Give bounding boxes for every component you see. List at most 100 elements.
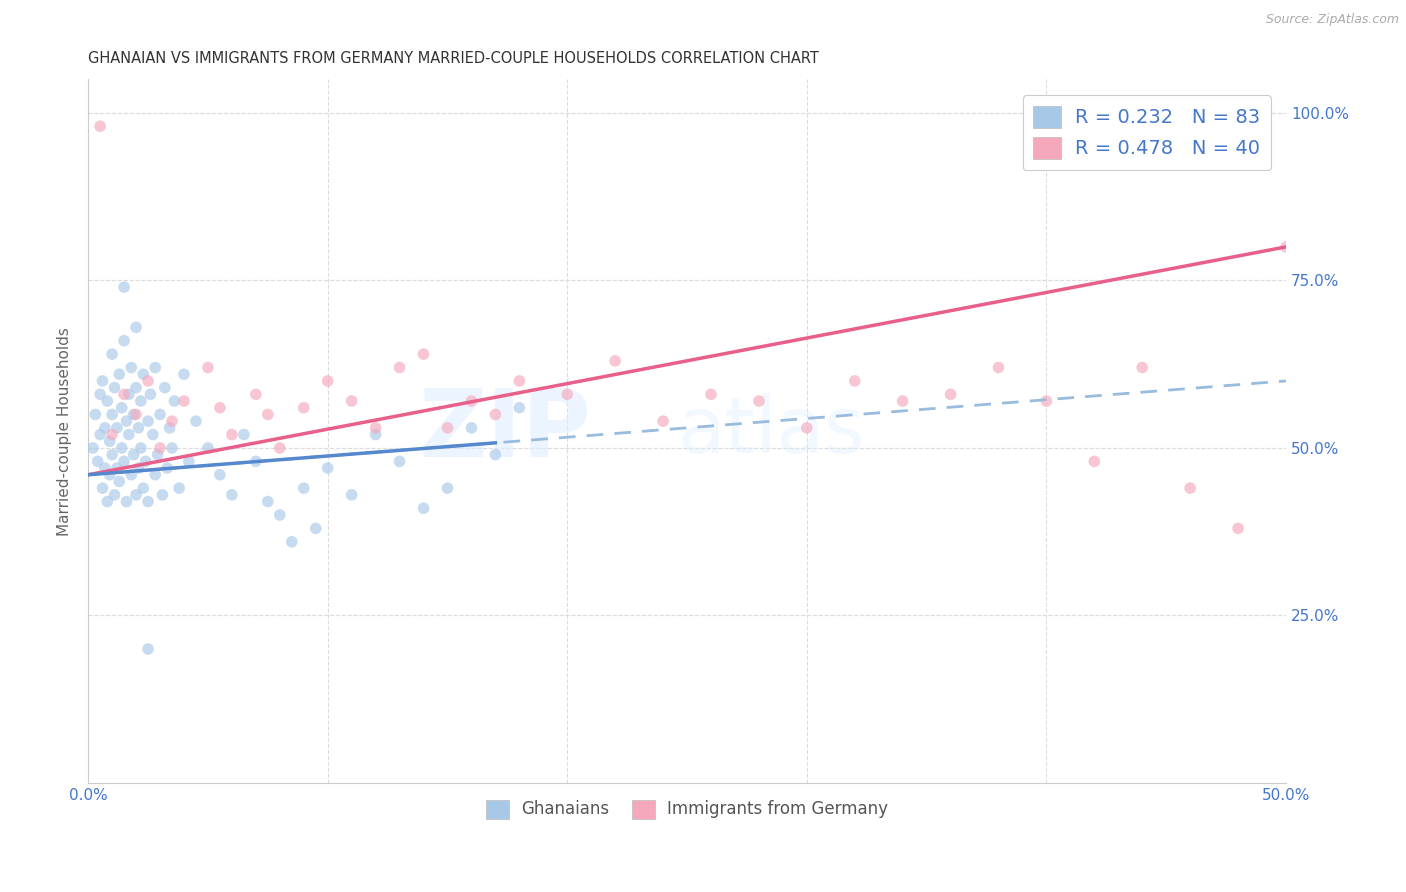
Point <box>98 467 121 482</box>
Point <box>197 441 219 455</box>
Point <box>101 427 124 442</box>
Point <box>232 427 254 442</box>
Point <box>460 421 482 435</box>
Point <box>89 387 111 401</box>
Point <box>160 441 183 455</box>
Point <box>103 381 125 395</box>
Point <box>281 534 304 549</box>
Point <box>748 394 770 409</box>
Point <box>184 414 207 428</box>
Point <box>94 461 117 475</box>
Point <box>256 408 278 422</box>
Point <box>208 401 231 415</box>
Point <box>101 347 124 361</box>
Point <box>103 488 125 502</box>
Point <box>173 368 195 382</box>
Point <box>436 481 458 495</box>
Point <box>245 387 267 401</box>
Point <box>316 461 339 475</box>
Point <box>94 421 117 435</box>
Point <box>127 461 149 475</box>
Point <box>364 421 387 435</box>
Point <box>129 441 152 455</box>
Point <box>197 360 219 375</box>
Point <box>436 421 458 435</box>
Point <box>269 441 291 455</box>
Point <box>221 427 243 442</box>
Point <box>484 448 506 462</box>
Point <box>108 475 131 489</box>
Point <box>96 394 118 409</box>
Point <box>652 414 675 428</box>
Point <box>364 427 387 442</box>
Point <box>412 501 434 516</box>
Point <box>89 427 111 442</box>
Point <box>1083 454 1105 468</box>
Point <box>143 467 166 482</box>
Text: ZIP: ZIP <box>419 385 592 477</box>
Point <box>105 421 128 435</box>
Point <box>1178 481 1201 495</box>
Point <box>143 360 166 375</box>
Point <box>108 368 131 382</box>
Point <box>115 414 138 428</box>
Point <box>91 481 114 495</box>
Point <box>1035 394 1057 409</box>
Point <box>135 454 157 468</box>
Point <box>98 434 121 449</box>
Legend: Ghanaians, Immigrants from Germany: Ghanaians, Immigrants from Germany <box>479 794 894 825</box>
Point <box>891 394 914 409</box>
Point <box>125 320 148 334</box>
Point <box>153 381 176 395</box>
Point <box>163 394 186 409</box>
Point <box>269 508 291 522</box>
Point <box>987 360 1010 375</box>
Point <box>118 387 141 401</box>
Point <box>96 494 118 508</box>
Text: atlas: atlas <box>678 393 865 469</box>
Point <box>245 454 267 468</box>
Text: GHANAIAN VS IMMIGRANTS FROM GERMANY MARRIED-COUPLE HOUSEHOLDS CORRELATION CHART: GHANAIAN VS IMMIGRANTS FROM GERMANY MARR… <box>89 51 820 66</box>
Point <box>111 401 134 415</box>
Point <box>256 494 278 508</box>
Point <box>125 381 148 395</box>
Point <box>87 454 110 468</box>
Point <box>136 414 159 428</box>
Point <box>146 448 169 462</box>
Point <box>127 421 149 435</box>
Point <box>939 387 962 401</box>
Point <box>101 448 124 462</box>
Point <box>508 374 530 388</box>
Point <box>605 354 627 368</box>
Point <box>412 347 434 361</box>
Point <box>105 461 128 475</box>
Point <box>484 408 506 422</box>
Point <box>129 394 152 409</box>
Point <box>125 408 148 422</box>
Point <box>91 374 114 388</box>
Point <box>177 454 200 468</box>
Point <box>167 481 190 495</box>
Point <box>152 488 174 502</box>
Point <box>115 494 138 508</box>
Point <box>340 488 363 502</box>
Point <box>122 448 145 462</box>
Point <box>508 401 530 415</box>
Point <box>1130 360 1153 375</box>
Point <box>844 374 866 388</box>
Point <box>136 642 159 657</box>
Point <box>122 408 145 422</box>
Point <box>84 408 107 422</box>
Point <box>305 521 328 535</box>
Point <box>159 421 181 435</box>
Point <box>292 481 315 495</box>
Point <box>82 441 104 455</box>
Point <box>118 427 141 442</box>
Point <box>160 414 183 428</box>
Point <box>125 488 148 502</box>
Point <box>136 374 159 388</box>
Point <box>221 488 243 502</box>
Point <box>112 334 135 348</box>
Point <box>460 394 482 409</box>
Point <box>796 421 818 435</box>
